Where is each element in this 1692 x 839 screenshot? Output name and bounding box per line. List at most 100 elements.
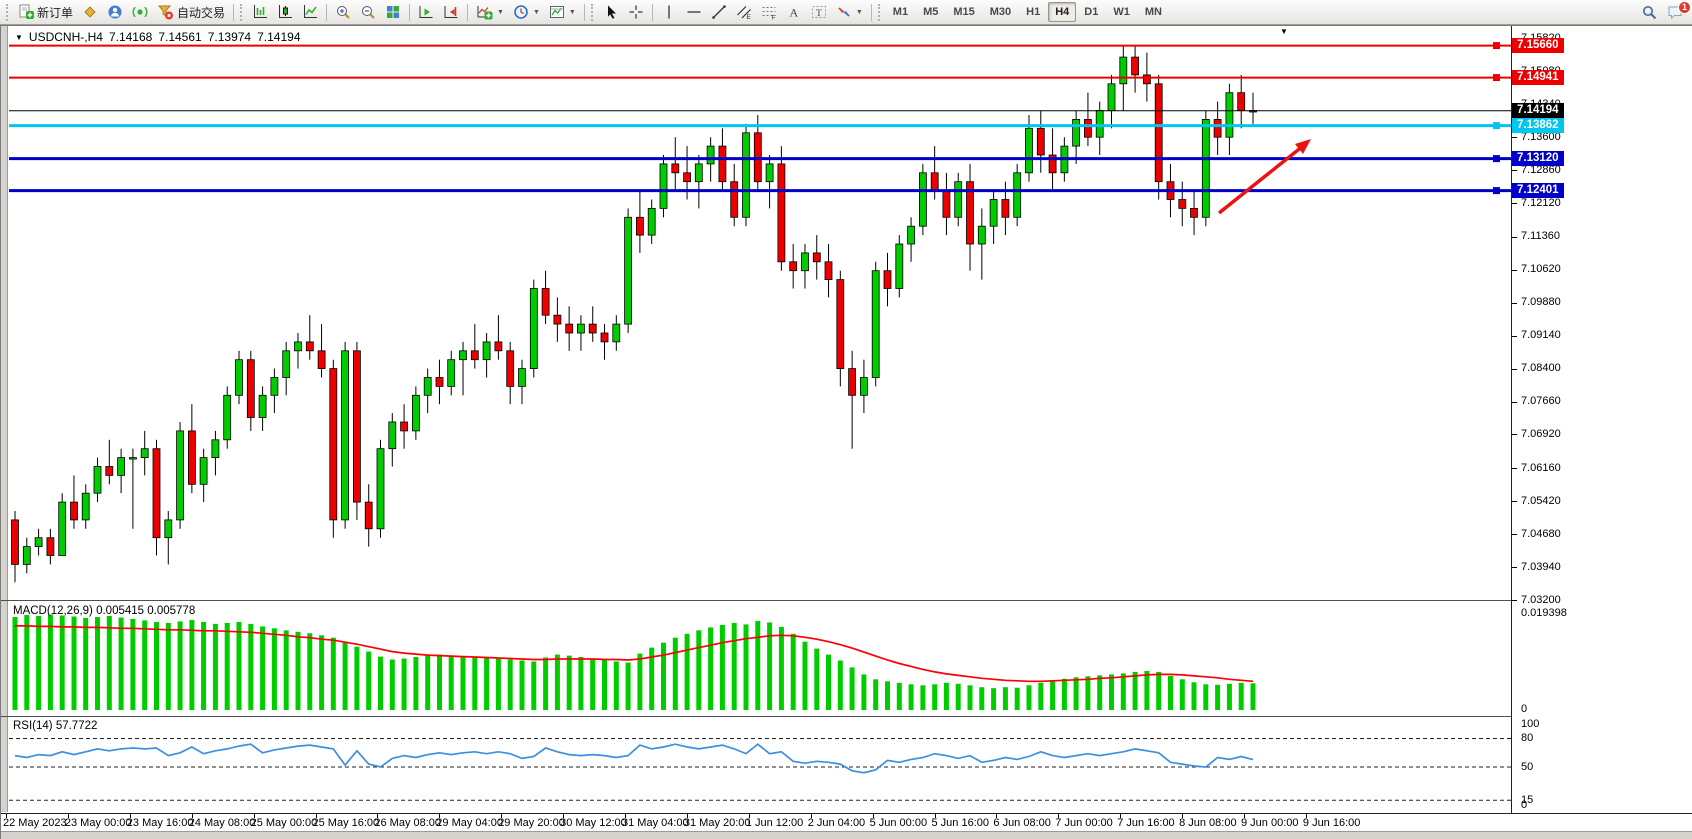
candle — [235, 350, 243, 405]
candle — [282, 341, 291, 396]
candle — [117, 448, 125, 494]
candle — [600, 324, 609, 360]
open-value: 7.14168 — [108, 30, 153, 44]
chat-button[interactable]: 1 — [1663, 0, 1691, 23]
candle — [989, 190, 998, 244]
tile-windows-button[interactable] — [381, 2, 405, 23]
trend-arrow-annotation[interactable] — [1217, 139, 1311, 215]
macd-histogram-bar — [849, 667, 855, 710]
bar-chart-icon — [254, 5, 268, 18]
toolbar-grip[interactable] — [877, 3, 883, 21]
panel-separator[interactable] — [1, 716, 1511, 717]
candlestick-chart-button[interactable] — [273, 2, 297, 23]
time-axis-label: 24 May 08:00 — [188, 817, 256, 829]
price-line-label: 7.15660 — [1512, 38, 1564, 53]
candle — [518, 359, 526, 405]
price-axis-tick: 7.11360 — [1521, 230, 1560, 242]
rsi-chart[interactable] — [9, 717, 1511, 812]
zoom-in-button[interactable] — [331, 2, 355, 23]
equidistant-channel-button[interactable]: E — [732, 2, 756, 23]
toolbar-grip[interactable] — [240, 3, 245, 21]
zoom-out-button[interactable] — [356, 2, 380, 23]
crosshair-button[interactable] — [624, 2, 648, 23]
price-line-handle[interactable] — [1493, 122, 1500, 130]
bar-chart-button[interactable] — [248, 2, 272, 23]
candle — [565, 306, 574, 351]
community-button[interactable] — [103, 2, 127, 23]
candle — [329, 359, 338, 538]
rsi-panel[interactable] — [9, 717, 1511, 812]
macd-panel[interactable] — [9, 602, 1511, 715]
macd-histogram-bar — [661, 642, 666, 710]
macd-histogram-bar — [142, 620, 148, 710]
auto-scroll-button[interactable] — [414, 2, 438, 23]
macd-chart[interactable] — [9, 602, 1511, 715]
rsi-axis-label: 15 — [1521, 794, 1534, 806]
panel-separator[interactable] — [1, 600, 1511, 601]
price-line-handle[interactable] — [1493, 155, 1500, 163]
candle — [836, 270, 845, 387]
macd-histogram-bar — [920, 685, 926, 710]
arrows-button[interactable]: ▼ — [832, 2, 867, 23]
macd-histogram-bar — [425, 655, 431, 710]
candle — [577, 315, 585, 351]
macd-histogram-bar — [672, 637, 678, 710]
macd-histogram-bar — [1238, 682, 1244, 710]
timeframe-button-h1[interactable]: H1 — [1026, 6, 1041, 18]
cursor-button[interactable] — [599, 2, 623, 23]
candle — [46, 528, 55, 565]
periods-button[interactable]: ▼ — [509, 2, 544, 23]
timeframe-button-mn[interactable]: MN — [1144, 6, 1162, 18]
window-left-grip[interactable] — [1, 26, 8, 812]
indicators-button[interactable]: ▼ — [472, 2, 508, 23]
timeframe-button-h4[interactable]: H4 — [1048, 2, 1077, 22]
price-line-handle[interactable] — [1493, 187, 1500, 195]
candle — [341, 341, 350, 529]
time-axis[interactable]: 22 May 2023 23 May 00:00 23 May 16:00 24 Ma… — [1, 813, 1692, 831]
main-price-panel[interactable]: ▼ USDCNH-,H4 7.14168 7.14561 7.13974 7.1… — [9, 26, 1511, 600]
market-button[interactable] — [78, 2, 102, 23]
toolbar-grip[interactable] — [590, 3, 596, 21]
timeframe-button-d1[interactable]: D1 — [1084, 6, 1099, 18]
chart-shift-button[interactable] — [439, 2, 463, 23]
chevron-down-icon[interactable]: ▼ — [15, 32, 23, 42]
price-axis-tick: 7.09880 — [1521, 296, 1561, 308]
toolbar-separator — [870, 3, 872, 21]
signals-button[interactable] — [128, 2, 152, 23]
candle — [647, 199, 656, 244]
toolbar-grip[interactable] — [6, 3, 11, 21]
price-line-handle[interactable] — [1493, 74, 1500, 82]
time-axis-label: 9 Jun 16:00 — [1302, 817, 1361, 829]
candle — [1084, 92, 1092, 147]
candle — [553, 297, 562, 342]
macd-histogram-bar — [519, 660, 525, 710]
candlestick-chart[interactable] — [9, 26, 1511, 600]
text-label-button[interactable]: T — [807, 2, 831, 23]
timeframe-button-m5[interactable]: M5 — [923, 6, 939, 18]
vertical-line-button[interactable] — [657, 2, 681, 23]
candle — [777, 146, 786, 271]
trendline-button[interactable] — [707, 2, 731, 23]
candle — [801, 244, 809, 289]
timeframe-button-m15[interactable]: M15 — [953, 6, 975, 18]
price-axis[interactable]: 7.158207.150807.143407.136007.128607.121… — [1511, 26, 1692, 813]
signals-icon — [132, 6, 148, 18]
chart-shift-marker[interactable]: ▼ — [1280, 27, 1288, 36]
new-order-button[interactable]: 新订单 — [14, 2, 77, 23]
text-button[interactable]: A — [782, 2, 806, 23]
price-line-handle[interactable] — [1493, 42, 1500, 50]
fibonacci-button[interactable]: F — [757, 2, 781, 23]
macd-histogram-bar — [731, 622, 737, 710]
templates-button[interactable]: ▼ — [545, 2, 580, 23]
horizontal-line-button[interactable] — [682, 2, 706, 23]
macd-signal-line — [15, 625, 1254, 683]
timeframe-button-m1[interactable]: M1 — [892, 6, 909, 18]
candle — [388, 413, 397, 467]
candle — [494, 315, 503, 360]
timeframe-button-w1[interactable]: W1 — [1113, 6, 1130, 18]
line-chart-button[interactable] — [298, 2, 322, 23]
timeframe-button-m30[interactable]: M30 — [989, 6, 1012, 18]
time-axis-label: 22 May 2023 — [3, 817, 67, 829]
search-button[interactable] — [1637, 2, 1662, 23]
autotrading-button[interactable]: 自动交易 — [153, 2, 229, 23]
